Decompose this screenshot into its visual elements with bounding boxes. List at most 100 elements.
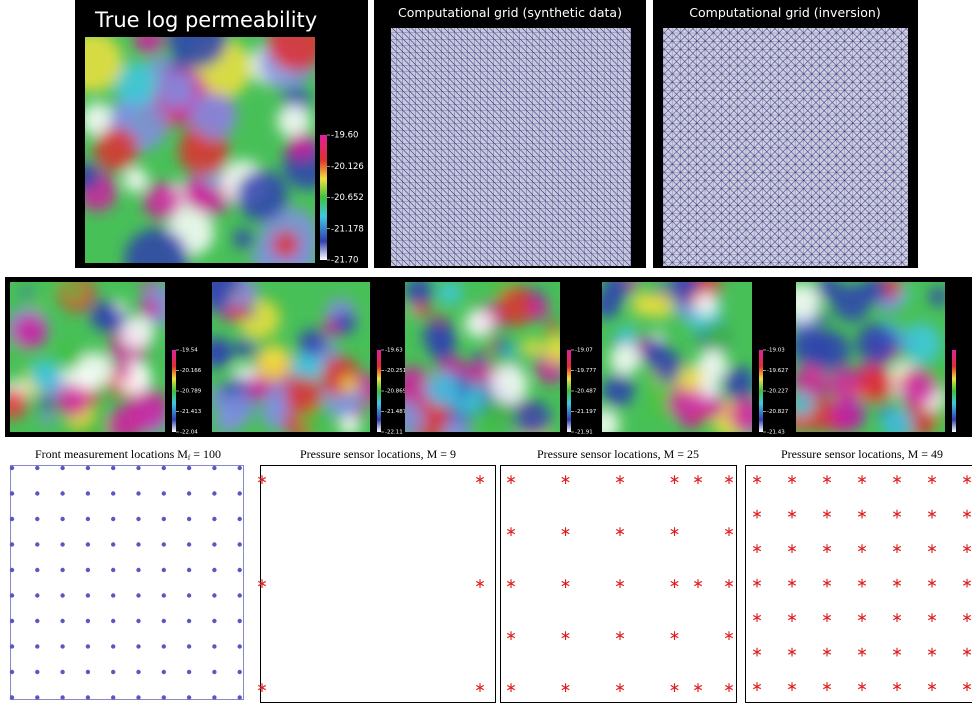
sensor-marker: ∗ <box>614 680 626 696</box>
blob <box>143 182 181 220</box>
blob <box>289 132 316 159</box>
sensor-marker: ∗ <box>821 507 833 523</box>
blob <box>106 407 143 444</box>
measure-dot <box>187 670 191 674</box>
measure-dot <box>60 517 64 521</box>
blob <box>443 417 472 446</box>
blob <box>546 321 559 334</box>
measure-dot <box>187 619 191 623</box>
sensor-marker: ∗ <box>614 524 626 540</box>
sensor-marker: ∗ <box>926 507 938 523</box>
blob <box>299 329 326 356</box>
blob <box>473 352 486 365</box>
sensor-marker: ∗ <box>723 628 735 644</box>
measure-dot <box>238 491 242 495</box>
field <box>201 263 380 438</box>
blob <box>40 411 54 425</box>
measure-dot <box>212 593 216 597</box>
measure-dot <box>60 695 64 699</box>
sensor-marker: ∗ <box>751 610 763 626</box>
colorbar <box>377 350 381 432</box>
measure-dot <box>187 517 191 521</box>
measure-dot <box>35 517 39 521</box>
measure-dot <box>162 593 166 597</box>
measure-dot <box>212 517 216 521</box>
measure-dot <box>111 644 115 648</box>
sensor-marker: ∗ <box>891 507 903 523</box>
measure-dot <box>111 619 115 623</box>
measure-dot <box>212 619 216 623</box>
blob <box>90 301 120 331</box>
sensor-marker: ∗ <box>821 576 833 592</box>
colorbar <box>172 350 176 432</box>
measure-dot <box>86 466 90 470</box>
sensor-marker: ∗ <box>560 524 572 540</box>
measure-dot <box>10 619 14 623</box>
measure-dot <box>212 491 216 495</box>
sensor-marker: ∗ <box>891 645 903 661</box>
sensor-marker: ∗ <box>723 524 735 540</box>
colorbar-label: -19.627 <box>767 368 789 374</box>
measure-dot <box>187 542 191 546</box>
sensor-marker: ∗ <box>505 680 517 696</box>
blob <box>504 346 516 358</box>
blob <box>830 399 864 433</box>
measure-dot <box>60 644 64 648</box>
measure-dot <box>10 491 14 495</box>
colorbar-label: -19.54 <box>180 348 198 354</box>
colorbar-label: -21.70 <box>331 256 358 266</box>
blob <box>334 312 356 334</box>
sensor-marker: ∗ <box>669 472 681 488</box>
colorbar-label: -21.487 <box>385 409 407 415</box>
measure-dot <box>162 670 166 674</box>
sensor-marker: ∗ <box>669 524 681 540</box>
sensor-marker: ∗ <box>723 472 735 488</box>
measure-dot <box>111 568 115 572</box>
measure-dot <box>238 670 242 674</box>
blob <box>647 292 674 319</box>
measure-dot <box>60 593 64 597</box>
sensor-marker: ∗ <box>856 645 868 661</box>
measure-dot <box>60 619 64 623</box>
colorbar-label: -22.04 <box>180 430 198 436</box>
measure-dot <box>162 542 166 546</box>
blob <box>235 338 254 357</box>
measure-dot <box>35 695 39 699</box>
measure-dot <box>238 593 242 597</box>
measure-dot <box>35 491 39 495</box>
blob <box>672 269 699 296</box>
measure-dot <box>238 644 242 648</box>
blob <box>341 376 357 392</box>
colorbar-label: -20.869 <box>385 389 407 395</box>
measure-dot <box>10 466 14 470</box>
sensor-marker: ∗ <box>926 541 938 557</box>
sensor-marker: ∗ <box>256 472 268 488</box>
measure-dot <box>162 619 166 623</box>
sensor-marker: ∗ <box>961 576 972 592</box>
measure-dot <box>162 568 166 572</box>
measure-dot <box>60 466 64 470</box>
blob <box>121 316 155 350</box>
sensor-marker: ∗ <box>751 679 763 695</box>
measure-dot <box>238 517 242 521</box>
blob <box>123 167 148 192</box>
sensor-marker: ∗ <box>560 628 572 644</box>
blob <box>94 127 138 171</box>
sensor-marker: ∗ <box>560 472 572 488</box>
blob <box>236 170 287 221</box>
blob <box>438 281 462 305</box>
blob <box>528 299 549 320</box>
measure-dot <box>111 542 115 546</box>
colorbar-label: -19.07 <box>575 348 593 354</box>
measure-dot <box>86 517 90 521</box>
measure-dot <box>136 542 140 546</box>
panel-title: Pressure sensor locations, M = 49 <box>781 447 943 461</box>
sensor-marker: ∗ <box>926 576 938 592</box>
colorbar-label: -19.03 <box>767 348 785 354</box>
sensor-marker: ∗ <box>891 472 903 488</box>
measure-dot <box>162 644 166 648</box>
blob <box>190 93 237 140</box>
colorbar-label: -21.197 <box>575 409 597 415</box>
blob <box>229 305 245 321</box>
measure-dot <box>162 491 166 495</box>
